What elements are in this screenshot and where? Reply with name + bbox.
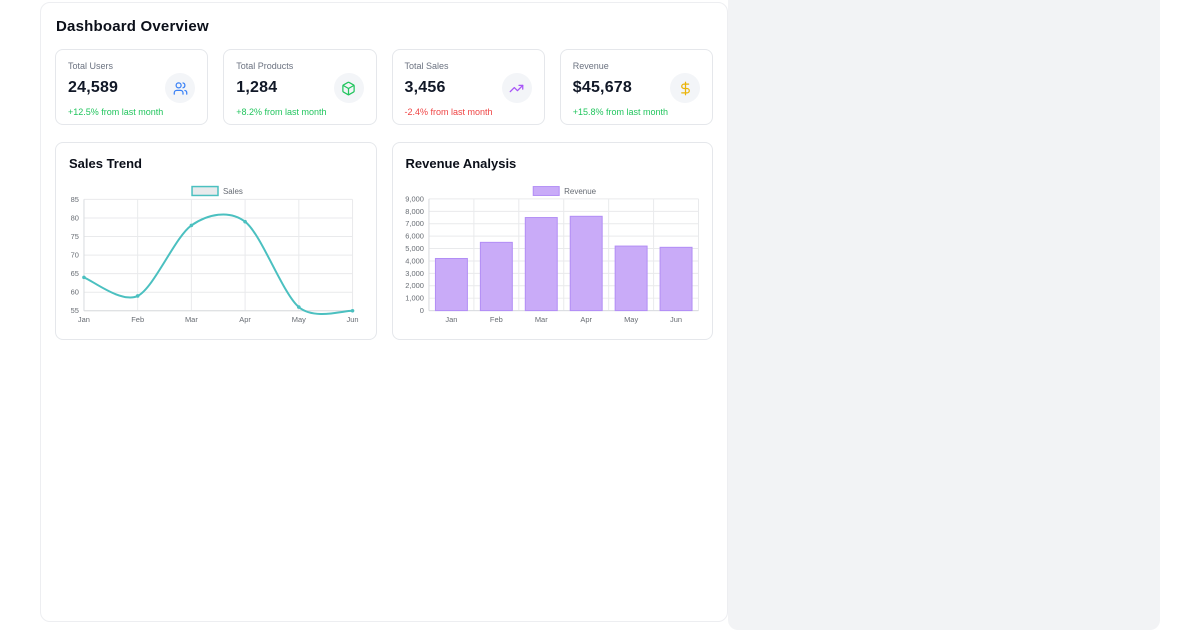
svg-text:May: May [292,315,306,324]
svg-text:3,000: 3,000 [405,269,424,278]
series [82,213,355,315]
dollar-sign-icon [670,73,700,103]
x-tick-labels: Jan Feb Mar Apr May Jun [445,315,682,324]
svg-text:8,000: 8,000 [405,207,424,216]
stat-label: Total Users [68,61,114,71]
stat-card-total-products: Total Products 1,284 +8.2% from last mon… [223,49,377,125]
svg-text:70: 70 [71,251,79,260]
trending-up-icon [501,73,532,103]
stat-delta: +8.2% from last month [236,107,327,117]
svg-text:May: May [624,315,638,324]
y-tick-labels: 0 1,000 2,000 3,000 4,000 5,000 6,000 7,000 8,00… [405,194,424,315]
stat-label: Revenue [572,61,609,71]
svg-text:6,000: 6,000 [405,232,424,241]
stat-delta: +12.5% from last month [68,107,164,117]
svg-text:Mar: Mar [185,315,198,324]
svg-text:1,000: 1,000 [405,294,424,303]
svg-text:Jun: Jun [670,315,682,324]
stats-row: Total Users 24,589 +12.5% from last mont… [55,49,713,125]
y-tick-labels: 55 60 65 70 75 80 85 [71,195,79,315]
stat-value: 1,284 [236,79,278,96]
x-tick-labels: Jan Feb Mar Apr May Jun [78,315,359,324]
svg-text:Jun: Jun [347,315,359,324]
svg-text:Feb: Feb [131,315,144,324]
svg-text:4,000: 4,000 [405,256,424,265]
stat-card-revenue: Revenue $45,678 +15.8% from last month [559,49,713,125]
package-icon [333,73,364,103]
legend: Sales [191,185,243,197]
stat-value: 24,589 [68,79,119,96]
chart-title: Sales Trend [69,156,142,171]
svg-text:Sales: Sales [223,187,243,196]
sales-trend-line-chart[interactable]: 55 60 65 70 75 80 85 Jan Feb Mar Apr May Jun Sales [56,143,376,339]
stat-card-total-users: Total Users 24,589 +12.5% from last mont… [55,49,209,125]
chart-title: Revenue Analysis [405,156,517,171]
svg-text:55: 55 [71,306,79,315]
svg-text:Apr: Apr [239,315,251,324]
revenue-analysis-card: Revenue Analysis 0 1,000 2,000 3,000 4,000 5,… [391,142,713,340]
svg-text:5,000: 5,000 [405,244,424,253]
svg-text:75: 75 [71,232,79,241]
svg-text:7,000: 7,000 [405,219,424,228]
stat-label: Total Products [236,61,294,71]
series [434,215,693,312]
svg-text:Apr: Apr [580,315,592,324]
stat-value: 3,456 [404,79,446,96]
svg-text:60: 60 [71,288,79,297]
users-icon [165,73,196,103]
sales-trend-card: Sales Trend 55 60 65 70 75 80 85 Jan Feb Mar Apr Ma… [55,142,377,340]
stat-delta: +15.8% from last month [572,107,669,117]
page-title: Dashboard Overview [56,18,209,35]
svg-text:Mar: Mar [534,315,547,324]
stat-delta: -2.4% from last month [404,107,493,117]
dashboard-panel: Dashboard Overview Total Users 24,589 +1… [40,2,728,622]
legend: Revenue [532,186,596,196]
gridlines [83,198,354,312]
svg-text:9,000: 9,000 [405,194,424,203]
svg-text:85: 85 [71,195,79,204]
gridlines [427,198,699,312]
svg-text:2,000: 2,000 [405,281,424,290]
svg-text:80: 80 [71,213,79,222]
svg-text:0: 0 [419,306,423,315]
svg-text:65: 65 [71,269,79,278]
svg-text:Jan: Jan [78,315,90,324]
charts-row: Sales Trend 55 60 65 70 75 80 85 Jan Feb Mar Apr Ma… [55,142,713,340]
right-background-panel [728,0,1160,630]
svg-text:Feb: Feb [489,315,502,324]
revenue-analysis-bar-chart[interactable]: 0 1,000 2,000 3,000 4,000 5,000 6,000 7,000 8,00… [393,143,713,339]
svg-text:Revenue: Revenue [564,187,596,196]
stat-label: Total Sales [404,61,449,71]
stat-card-total-sales: Total Sales 3,456 -2.4% from last month [391,49,545,125]
stat-value: $45,678 [572,79,632,96]
svg-text:Jan: Jan [445,315,457,324]
